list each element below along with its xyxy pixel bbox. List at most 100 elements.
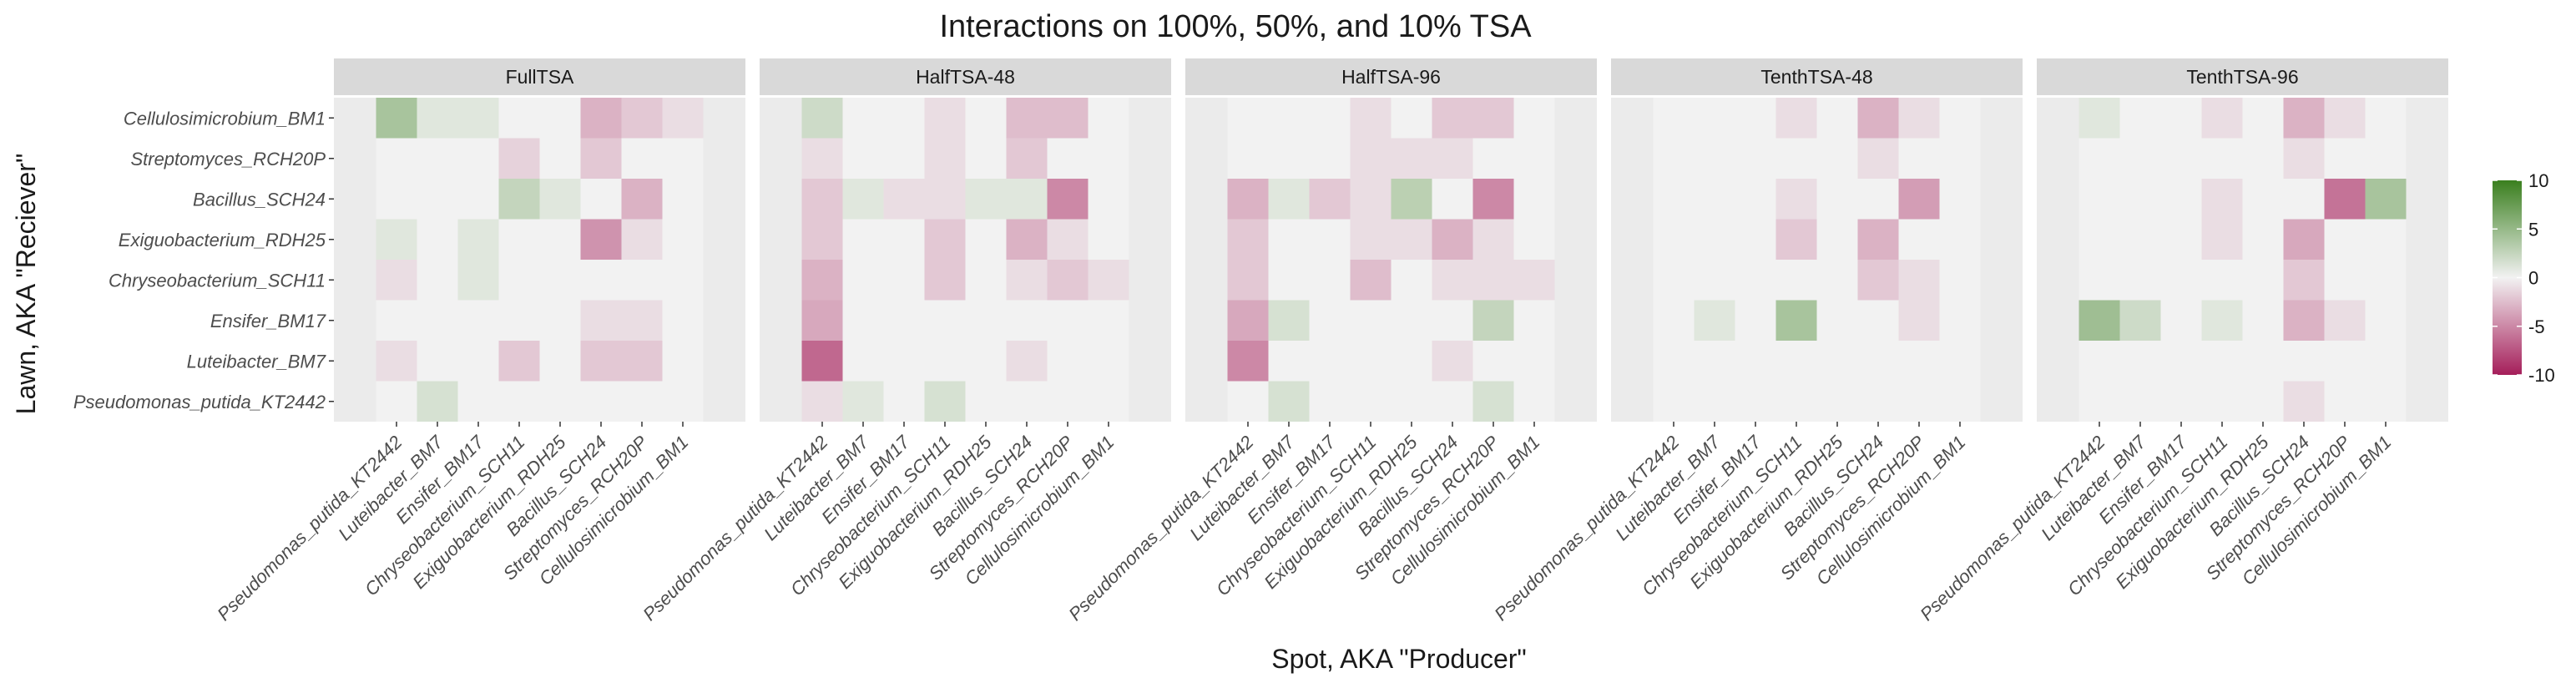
heatmap-cell: [417, 219, 458, 260]
facet-strip-label: TenthTSA-48: [1760, 66, 1872, 88]
heatmap-cell: [2119, 381, 2161, 422]
heatmap-cell: [2324, 260, 2366, 301]
heatmap-cell: [2242, 300, 2284, 341]
legend-tick-label: 10: [2528, 170, 2548, 191]
y-axis-title: Lawn, AKA "Reciever": [11, 154, 41, 415]
heatmap-cell: [539, 138, 581, 179]
heatmap-cell: [580, 219, 622, 260]
heatmap-cell: [2078, 179, 2120, 220]
heatmap-cell: [924, 381, 966, 422]
y-tick-label: Pseudomonas_putida_KT2442: [73, 392, 326, 412]
legend-tick-label: -10: [2528, 365, 2555, 386]
heatmap-cell: [1857, 381, 1899, 422]
heatmap-cell: [457, 300, 499, 341]
facet-panel: HalfTSA-96Pseudomonas_putida_KT2442Lutei…: [1064, 58, 1597, 625]
y-tick-label: Bacillus_SCH24: [193, 189, 326, 210]
heatmap-cell: [801, 381, 843, 422]
heatmap-cell: [2365, 98, 2407, 139]
heatmap-cell: [1898, 138, 1940, 179]
heatmap-cell: [376, 179, 417, 220]
heatmap-cell: [1694, 179, 1735, 220]
heatmap-cell: [1857, 260, 1899, 301]
heatmap-cell: [1939, 381, 1981, 422]
heatmap-cell: [1472, 138, 1514, 179]
heatmap-cell: [1227, 341, 1269, 382]
heatmap-cell: [2160, 260, 2202, 301]
heatmap-cell: [1653, 300, 1695, 341]
heatmap-cell: [1268, 381, 1310, 422]
heatmap-cell: [2324, 341, 2366, 382]
heatmap-cell: [2365, 381, 2407, 422]
heatmap-cell: [1898, 98, 1940, 139]
heatmap-cell: [1309, 381, 1351, 422]
heatmap-cell: [924, 300, 966, 341]
heatmap-cell: [1432, 138, 1473, 179]
heatmap-cell: [457, 260, 499, 301]
heatmap-cell: [1653, 341, 1695, 382]
heatmap-cell: [1268, 138, 1310, 179]
heatmap-cell: [417, 341, 458, 382]
heatmap-cell: [924, 260, 966, 301]
heatmap-cell: [1472, 300, 1514, 341]
heatmap-cell: [1006, 98, 1048, 139]
legend-tick-label: 0: [2528, 268, 2538, 289]
heatmap-cell: [842, 341, 884, 382]
heatmap-cell: [621, 341, 663, 382]
heatmap-cell: [457, 219, 499, 260]
heatmap-cell: [2365, 219, 2407, 260]
heatmap-cell: [457, 341, 499, 382]
heatmap-cell: [621, 179, 663, 220]
heatmap-cell: [2324, 219, 2366, 260]
heatmap-cell: [842, 260, 884, 301]
heatmap-cell: [924, 98, 966, 139]
heatmap-cell: [376, 341, 417, 382]
heatmap-cell: [1816, 98, 1858, 139]
heatmap-cell: [1047, 381, 1088, 422]
heatmap-cell: [924, 138, 966, 179]
heatmap-cell: [801, 300, 843, 341]
heatmap-cell: [1513, 98, 1555, 139]
heatmap-cell: [965, 260, 1007, 301]
heatmap-cell: [1350, 260, 1392, 301]
heatmap-cell: [2283, 179, 2325, 220]
y-tick-label: Chryseobacterium_SCH11: [109, 270, 326, 291]
heatmap-cell: [1047, 138, 1088, 179]
facet-panels: FullTSAPseudomonas_putida_KT2442Luteibac…: [213, 58, 2448, 625]
heatmap-cell: [1088, 260, 1129, 301]
heatmap-cell: [580, 341, 622, 382]
heatmap-cell: [1775, 341, 1817, 382]
heatmap-cell: [2365, 260, 2407, 301]
heatmap-cell: [801, 138, 843, 179]
heatmap-cell: [1472, 219, 1514, 260]
heatmap-cell: [539, 381, 581, 422]
heatmap-cell: [1472, 260, 1514, 301]
heatmap-cell: [883, 381, 925, 422]
heatmap-cell: [1653, 260, 1695, 301]
heatmap-cell: [376, 98, 417, 139]
heatmap-cell: [1268, 98, 1310, 139]
heatmap-cell: [2365, 300, 2407, 341]
heatmap-cell: [662, 219, 704, 260]
heatmap-cell: [1268, 341, 1310, 382]
heatmap-cell: [1735, 179, 1776, 220]
heatmap-cell: [1857, 219, 1899, 260]
y-tick-label: Exiguobacterium_RDH25: [119, 230, 326, 250]
heatmap-cell: [1653, 179, 1695, 220]
heatmap-cell: [1775, 381, 1817, 422]
y-tick-label: Luteibacter_BM7: [187, 351, 326, 372]
heatmap-cell: [621, 381, 663, 422]
heatmap-cell: [2160, 179, 2202, 220]
heatmap-cell: [498, 300, 540, 341]
heatmap-cell: [621, 260, 663, 301]
heatmap-cell: [580, 138, 622, 179]
legend-tick-label: -5: [2528, 316, 2545, 337]
heatmap-cell: [2119, 260, 2161, 301]
heatmap-cell: [1227, 300, 1269, 341]
heatmap-cell: [965, 138, 1007, 179]
heatmap-cell: [1432, 381, 1473, 422]
heatmap-cell: [2324, 300, 2366, 341]
heatmap-cell: [539, 179, 581, 220]
heatmap-cell: [417, 138, 458, 179]
heatmap-cell: [2242, 260, 2284, 301]
